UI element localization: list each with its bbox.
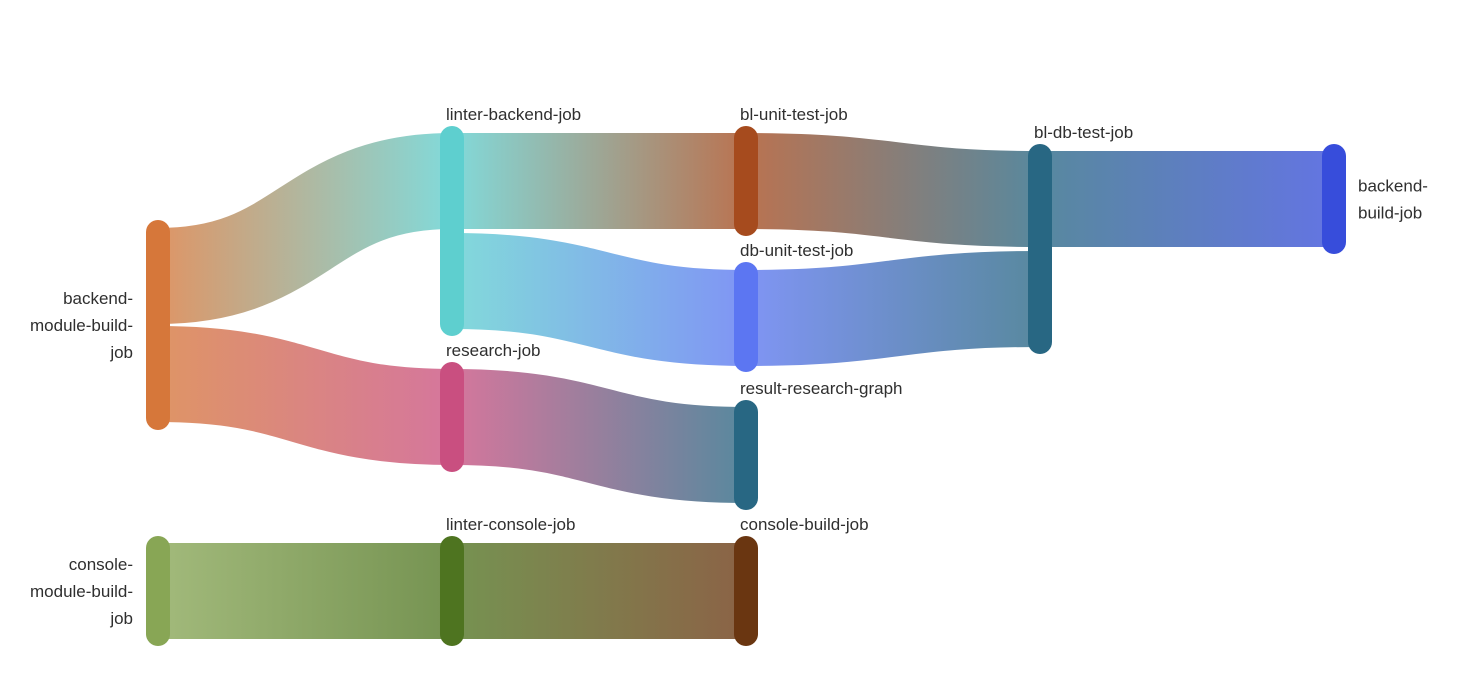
node-bl-unit-test-job[interactable] bbox=[734, 126, 758, 236]
node-label-research-job: research-job bbox=[446, 341, 541, 360]
node-research-job[interactable] bbox=[440, 362, 464, 472]
node-bl-db-test-job[interactable] bbox=[1028, 144, 1052, 354]
node-label-line: module-build- bbox=[30, 316, 133, 335]
node-label-result-research-graph: result-research-graph bbox=[740, 379, 903, 398]
node-label-console-module-build-job: console-module-build-job bbox=[30, 555, 133, 628]
node-label-db-unit-test-job: db-unit-test-job bbox=[740, 241, 853, 260]
node-label-line: linter-console-job bbox=[446, 515, 575, 534]
node-linter-console-job[interactable] bbox=[440, 536, 464, 646]
link-db-unit-test-job-to-bl-db-test-job[interactable] bbox=[745, 251, 1041, 366]
node-label-line: bl-unit-test-job bbox=[740, 105, 848, 124]
node-result-research-graph[interactable] bbox=[734, 400, 758, 510]
link-research-job-to-result-research-graph[interactable] bbox=[451, 369, 747, 503]
node-label-bl-db-test-job: bl-db-test-job bbox=[1034, 123, 1133, 142]
node-label-line: job bbox=[109, 609, 133, 628]
node-label-line: result-research-graph bbox=[740, 379, 903, 398]
nodes-layer bbox=[146, 126, 1346, 646]
node-label-bl-unit-test-job: bl-unit-test-job bbox=[740, 105, 848, 124]
node-label-backend-build-job: backend-build-job bbox=[1358, 177, 1428, 223]
node-label-line: db-unit-test-job bbox=[740, 241, 853, 260]
node-label-line: backend- bbox=[63, 289, 133, 308]
link-bl-unit-test-job-to-bl-db-test-job[interactable] bbox=[745, 133, 1041, 247]
node-label-line: bl-db-test-job bbox=[1034, 123, 1133, 142]
node-label-line: console-build-job bbox=[740, 515, 869, 534]
node-console-build-job[interactable] bbox=[734, 536, 758, 646]
node-label-backend-module-build-job: backend-module-build-job bbox=[30, 289, 133, 362]
link-backend-module-build-job-to-linter-backend-job[interactable] bbox=[156, 133, 454, 324]
node-label-line: console- bbox=[69, 555, 133, 574]
node-label-line: research-job bbox=[446, 341, 541, 360]
links-layer bbox=[156, 133, 1334, 639]
labels-layer: backend-module-build-job linter-backend-j… bbox=[30, 105, 1428, 628]
node-label-linter-backend-job: linter-backend-job bbox=[446, 105, 581, 124]
node-label-line: module-build- bbox=[30, 582, 133, 601]
node-db-unit-test-job[interactable] bbox=[734, 262, 758, 372]
node-backend-module-build-job[interactable] bbox=[146, 220, 170, 430]
node-label-line: build-job bbox=[1358, 204, 1422, 223]
node-label-line: job bbox=[109, 343, 133, 362]
node-label-linter-console-job: linter-console-job bbox=[446, 515, 575, 534]
link-linter-backend-job-to-db-unit-test-job[interactable] bbox=[451, 233, 747, 366]
link-backend-module-build-job-to-research-job[interactable] bbox=[157, 326, 453, 465]
node-label-line: backend- bbox=[1358, 177, 1428, 196]
node-linter-backend-job[interactable] bbox=[440, 126, 464, 336]
node-backend-build-job[interactable] bbox=[1322, 144, 1346, 254]
node-label-line: linter-backend-job bbox=[446, 105, 581, 124]
node-console-module-build-job[interactable] bbox=[146, 536, 170, 646]
node-label-console-build-job: console-build-job bbox=[740, 515, 869, 534]
